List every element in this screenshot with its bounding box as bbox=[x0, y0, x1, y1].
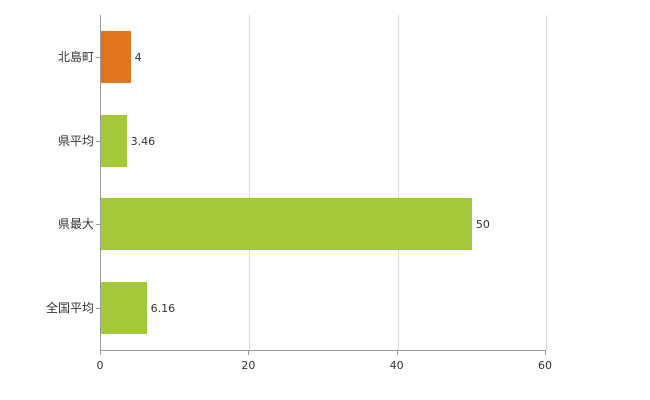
y-tick-mark bbox=[96, 224, 100, 226]
bar-1 bbox=[101, 114, 127, 167]
bar-0 bbox=[101, 30, 131, 83]
category-label: 県平均 bbox=[57, 133, 94, 148]
x-tick-label: 20 bbox=[241, 359, 256, 372]
category-label: 全国平均 bbox=[45, 301, 94, 316]
y-tick-mark bbox=[96, 56, 100, 58]
plot-area: 4 3.46 50 6.16 bbox=[100, 15, 547, 351]
bar-2 bbox=[101, 198, 472, 251]
x-tick-mark bbox=[100, 351, 101, 355]
gridline bbox=[546, 15, 547, 350]
x-tick-mark bbox=[545, 351, 546, 355]
x-tick-label: 40 bbox=[389, 359, 404, 372]
value-label: 4 bbox=[134, 50, 142, 64]
y-tick-mark bbox=[96, 308, 100, 310]
category-label: 県最大 bbox=[57, 217, 94, 232]
bar-3 bbox=[101, 282, 147, 335]
category-label: 北島町 bbox=[57, 49, 94, 64]
value-label: 3.46 bbox=[130, 134, 156, 148]
y-tick-mark bbox=[96, 140, 100, 142]
value-label: 50 bbox=[475, 218, 490, 232]
value-label: 6.16 bbox=[150, 302, 176, 316]
x-tick-mark bbox=[248, 351, 250, 355]
gridline bbox=[249, 15, 251, 350]
gridline bbox=[397, 15, 399, 350]
x-tick-label: 0 bbox=[96, 359, 104, 372]
x-tick-label: 60 bbox=[538, 359, 552, 372]
x-tick-mark bbox=[396, 351, 398, 355]
